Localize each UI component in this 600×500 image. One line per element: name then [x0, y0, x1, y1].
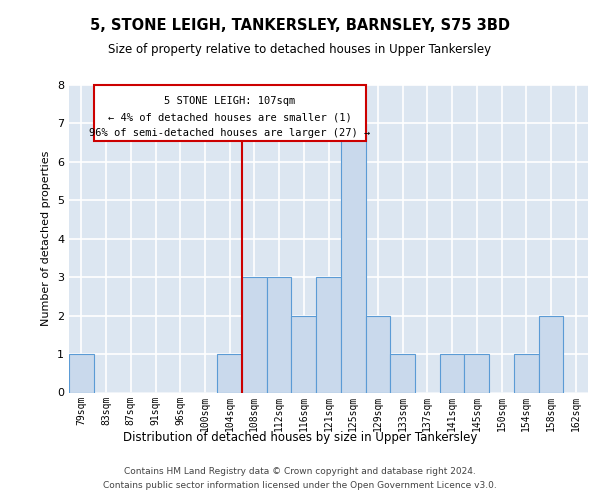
Bar: [69, 354, 94, 393]
Text: ← 4% of detached houses are smaller (1): ← 4% of detached houses are smaller (1): [108, 112, 352, 122]
Text: 5, STONE LEIGH, TANKERSLEY, BARNSLEY, S75 3BD: 5, STONE LEIGH, TANKERSLEY, BARNSLEY, S7…: [90, 18, 510, 32]
Bar: [316, 277, 341, 392]
Bar: [341, 124, 365, 392]
Bar: [390, 354, 415, 393]
Text: Contains HM Land Registry data © Crown copyright and database right 2024.: Contains HM Land Registry data © Crown c…: [124, 466, 476, 475]
Bar: [267, 277, 292, 392]
Bar: [514, 354, 539, 393]
FancyBboxPatch shape: [94, 85, 365, 140]
Bar: [242, 277, 267, 392]
Bar: [539, 316, 563, 392]
Bar: [292, 316, 316, 392]
Bar: [464, 354, 489, 393]
Text: 96% of semi-detached houses are larger (27) →: 96% of semi-detached houses are larger (…: [89, 128, 370, 138]
Text: Contains public sector information licensed under the Open Government Licence v3: Contains public sector information licen…: [103, 482, 497, 490]
Y-axis label: Number of detached properties: Number of detached properties: [41, 151, 52, 326]
Bar: [217, 354, 242, 393]
Text: 5 STONE LEIGH: 107sqm: 5 STONE LEIGH: 107sqm: [164, 96, 295, 106]
Bar: [440, 354, 464, 393]
Text: Size of property relative to detached houses in Upper Tankersley: Size of property relative to detached ho…: [109, 42, 491, 56]
Text: Distribution of detached houses by size in Upper Tankersley: Distribution of detached houses by size …: [123, 431, 477, 444]
Bar: [365, 316, 390, 392]
